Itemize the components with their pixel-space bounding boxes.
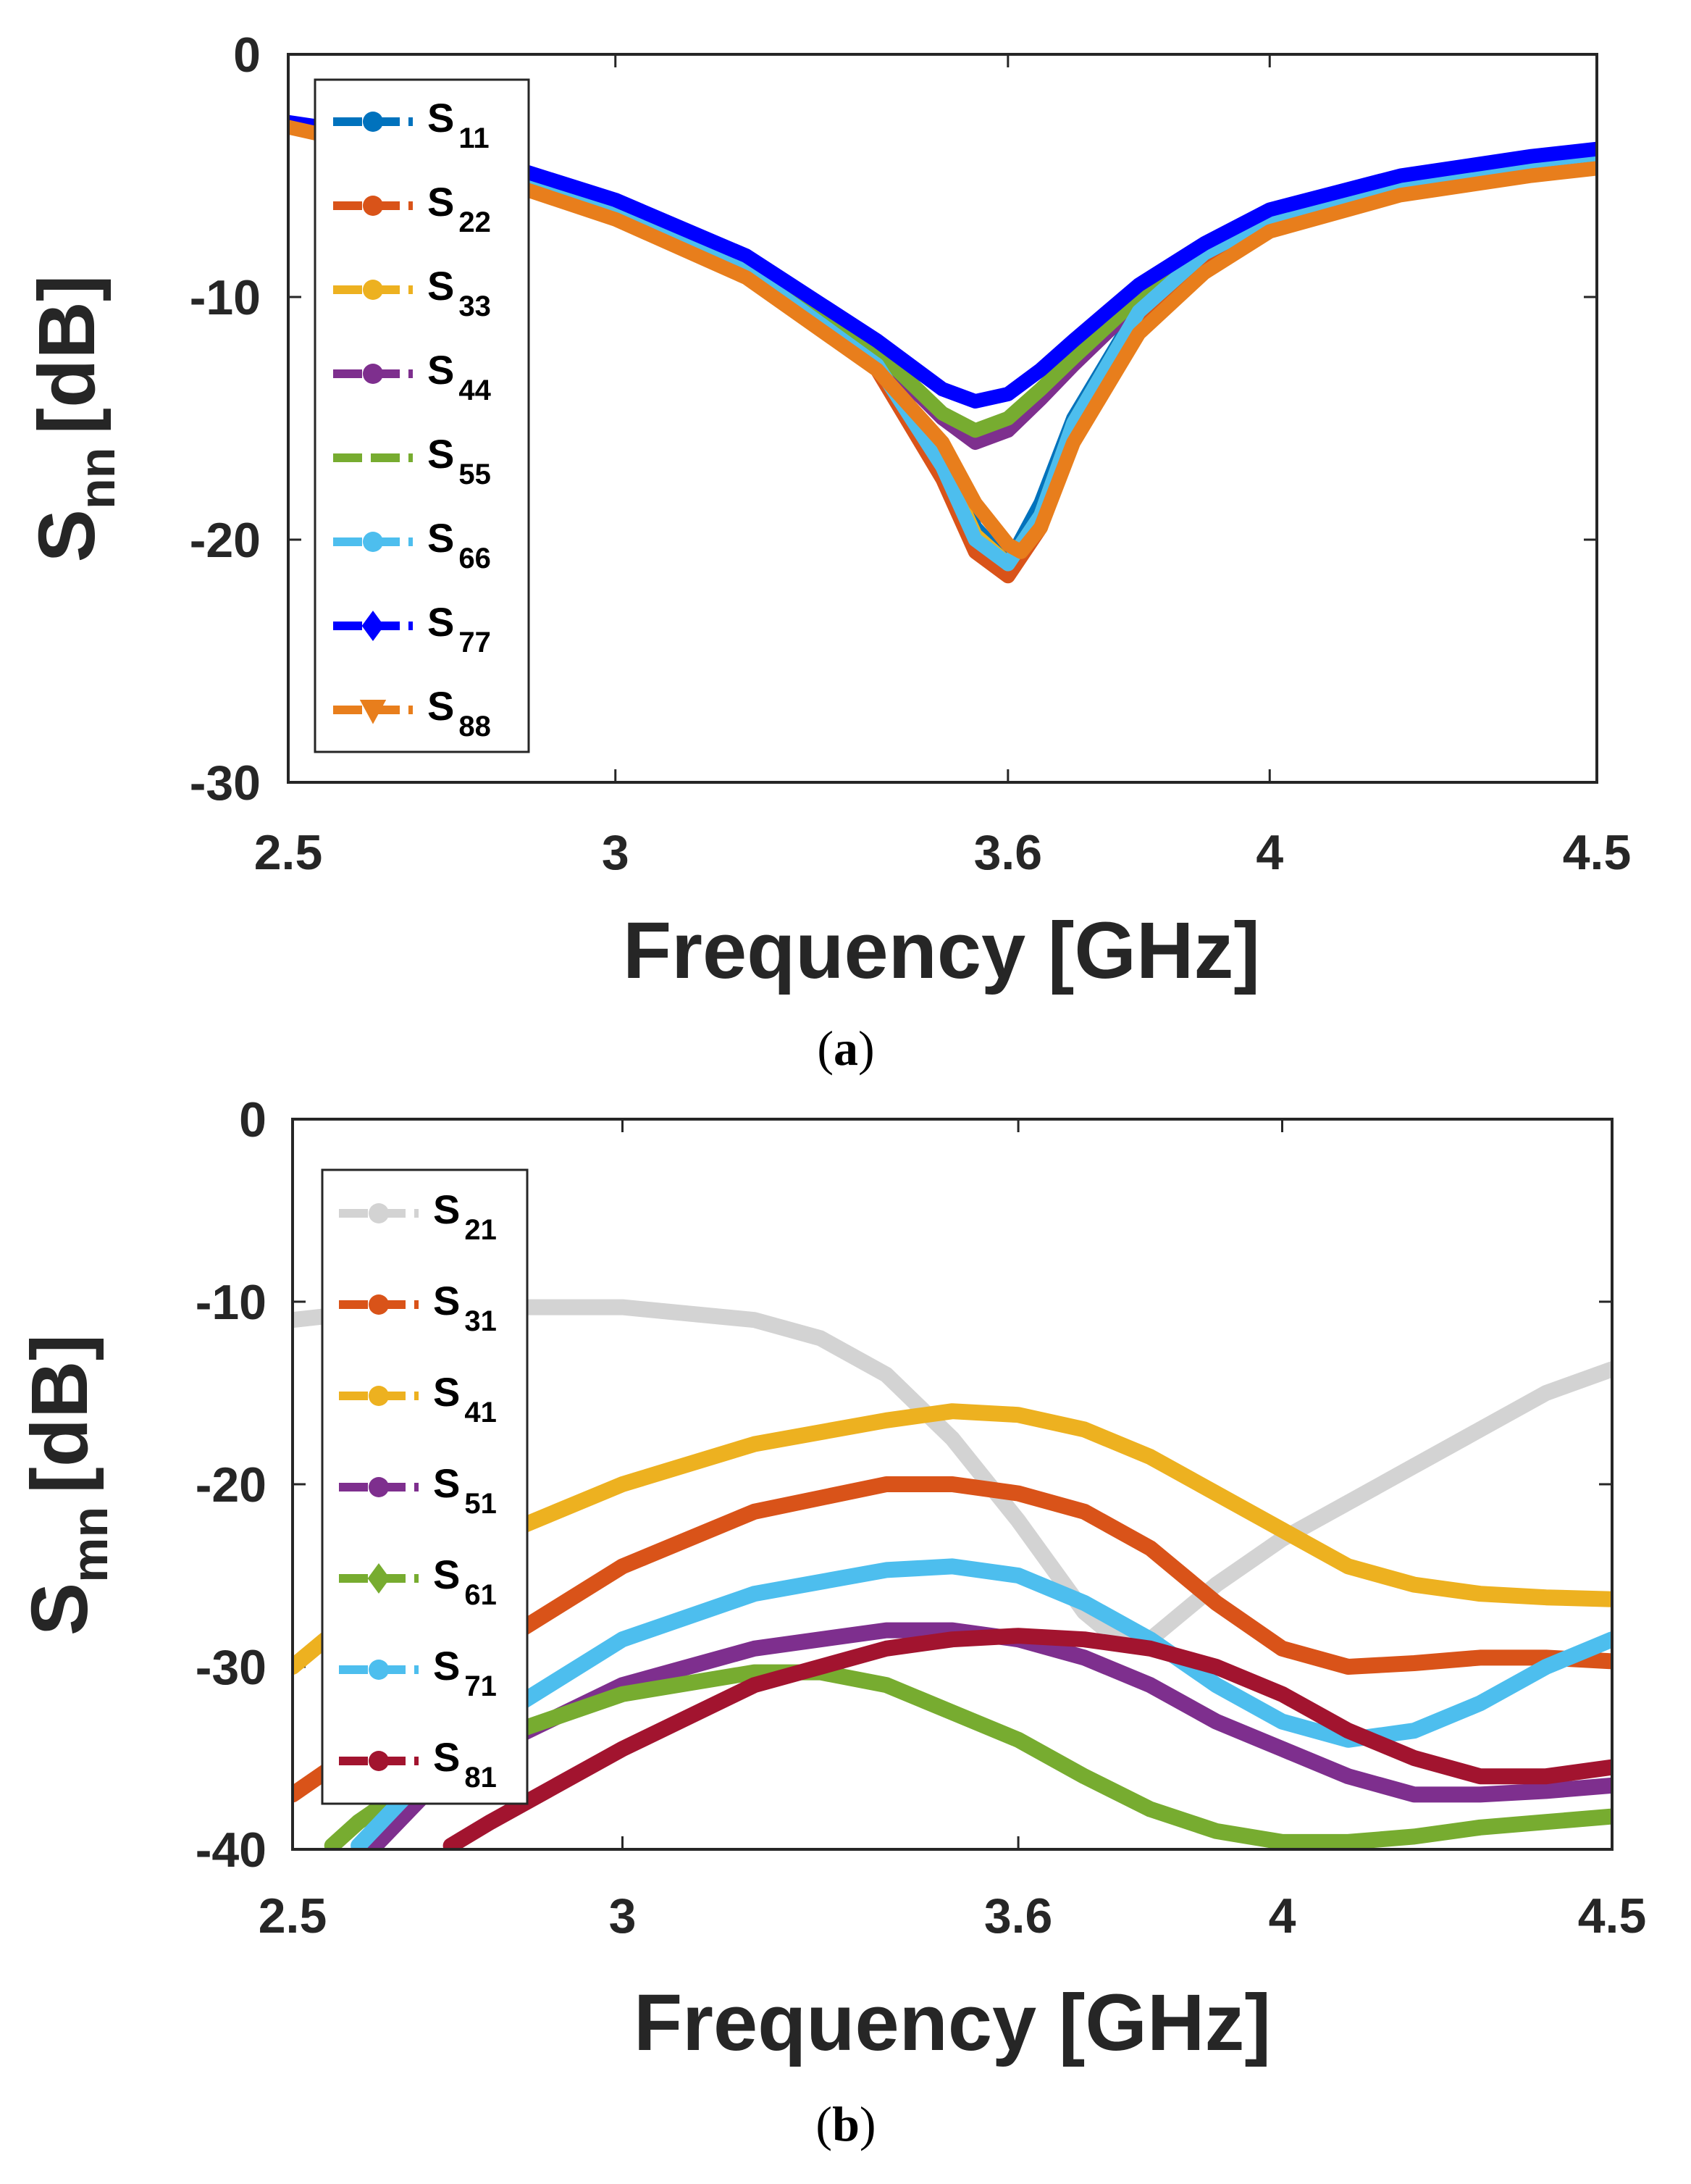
x-tick-label: 3 [609,1888,637,1944]
series-line-s71 [351,1558,1612,1849]
caption-b: (b) [815,2096,876,2151]
x-tick-label: 2.5 [254,825,323,880]
x-axis-label-a: Frequency [GHz] [623,906,1260,995]
legend-marker-s31 [369,1294,389,1315]
legend-item-s22: S 22 [333,179,491,238]
legend-marker-s41 [369,1386,389,1406]
plot-frame-a [287,53,1598,784]
legend-marker-s66 [363,532,383,552]
x-axis-label-b: Frequency [GHz] [634,1978,1271,2067]
legend-b: S 21 S 31 S 41 S 51 S 61 S 71 S 81 [321,1168,529,1805]
y-tick-label: -40 [196,1823,267,1878]
legend-label-s44: S 44 [427,347,492,406]
legend-marker-s71 [369,1660,389,1680]
legend-item-s88: S 88 [333,683,491,742]
series-line-s77 [288,114,1597,409]
legend-label-s41: S 41 [433,1369,497,1428]
chart-panel-a: 0 -10 -20 -30 2.5 3 3.6 4 4.5 Frequency [GHz] S… [22,28,1631,1076]
x-tick-label: 4 [1256,825,1283,880]
y-tick-label: 0 [233,28,261,83]
legend-label-s11: S 11 [427,95,490,154]
y-tick-label: 0 [239,1092,267,1147]
legend-marker-s44 [363,364,383,384]
legend-marker-s11 [363,112,383,132]
y-tick-label: -10 [190,270,261,325]
legend-item-s77: S 77 [333,599,491,658]
series-line-s81 [442,1628,1612,1849]
legend-box-a [314,78,530,753]
legend-item-s66: S 66 [333,515,491,574]
x-tick-labels-b: 2.5 3 3.6 4 4.5 [259,1888,1647,1944]
plot-frame-b [291,1118,1614,1851]
legend-label-s61: S 61 [433,1552,497,1611]
legend-item-s71: S 71 [339,1643,497,1702]
legend-label-s33: S 33 [427,263,491,322]
y-tick-label: -30 [190,756,261,811]
y-tick-label: -20 [190,513,261,568]
legend-label-s71: S 71 [433,1643,497,1702]
y-axis-label-b: Smn[dB] [15,1334,118,1636]
legend-item-s51: S 51 [339,1460,497,1520]
legend-marker-s21 [369,1203,389,1223]
y-tick-label: -10 [196,1275,267,1330]
series-line-s31 [293,1476,1612,1803]
legend-item-s31: S 31 [339,1278,497,1337]
series-line-s21 [293,1299,1612,1648]
x-tick-label: 3 [602,825,629,880]
legend-item-s55: S 55 [333,431,491,490]
series-line-s88 [288,120,1597,559]
legend-marker-s77 [361,611,385,641]
legend-a: S 11 S 22 S 33 S 44 S 55 S 66 S 77 S 88 [314,78,530,753]
legend-marker-s33 [363,280,383,300]
legend-marker-s88 [359,700,387,724]
series-group-a [288,114,1597,584]
legend-marker-s81 [369,1751,389,1771]
x-tick-label: 3.6 [984,1888,1053,1944]
legend-item-s41: S 41 [339,1369,497,1428]
legend-label-s21: S 21 [433,1187,497,1246]
y-tick-label: -30 [196,1640,267,1695]
legend-marker-s61 [367,1563,390,1594]
chart-panel-b: 0 -10 -20 -30 -40 2.5 3 3.6 4 4.5 Frequency [GHz… [15,1092,1646,2151]
legend-label-s51: S 51 [433,1460,497,1520]
series-group-b [293,1299,1612,1849]
legend-label-s77: S 77 [427,599,491,658]
x-tick-labels-a: 2.5 3 3.6 4 4.5 [254,825,1632,880]
x-tick-label: 3.6 [974,825,1043,880]
legend-label-s81: S 81 [433,1734,497,1794]
legend-item-s11: S 11 [333,95,490,154]
legend-marker-s51 [369,1477,389,1497]
legend-item-s61: S 61 [339,1552,497,1611]
series-line-s41 [293,1403,1612,1675]
legend-item-s21: S 21 [339,1187,497,1246]
legend-label-s88: S 88 [427,683,491,742]
y-axis-label-a: Snn[dB] [22,275,125,563]
y-tick-labels-b: 0 -10 -20 -30 -40 [196,1092,267,1878]
x-tick-label: 4.5 [1578,1888,1647,1944]
x-tick-label: 4.5 [1563,825,1632,880]
x-tick-label: 4 [1269,1888,1296,1944]
legend-label-s31: S 31 [433,1278,497,1337]
legend-label-s22: S 22 [427,179,491,238]
y-tick-labels-a: 0 -10 -20 -30 [190,28,261,811]
legend-item-s81: S 81 [339,1734,497,1794]
legend-label-s66: S 66 [427,515,491,574]
x-tick-label: 2.5 [259,1888,327,1944]
caption-a: (a) [817,1021,874,1076]
legend-label-s55: S 55 [427,431,491,490]
legend-item-s44: S 44 [333,347,492,406]
legend-marker-s22 [363,196,383,216]
legend-item-s33: S 33 [333,263,491,322]
y-tick-label: -20 [196,1457,267,1513]
